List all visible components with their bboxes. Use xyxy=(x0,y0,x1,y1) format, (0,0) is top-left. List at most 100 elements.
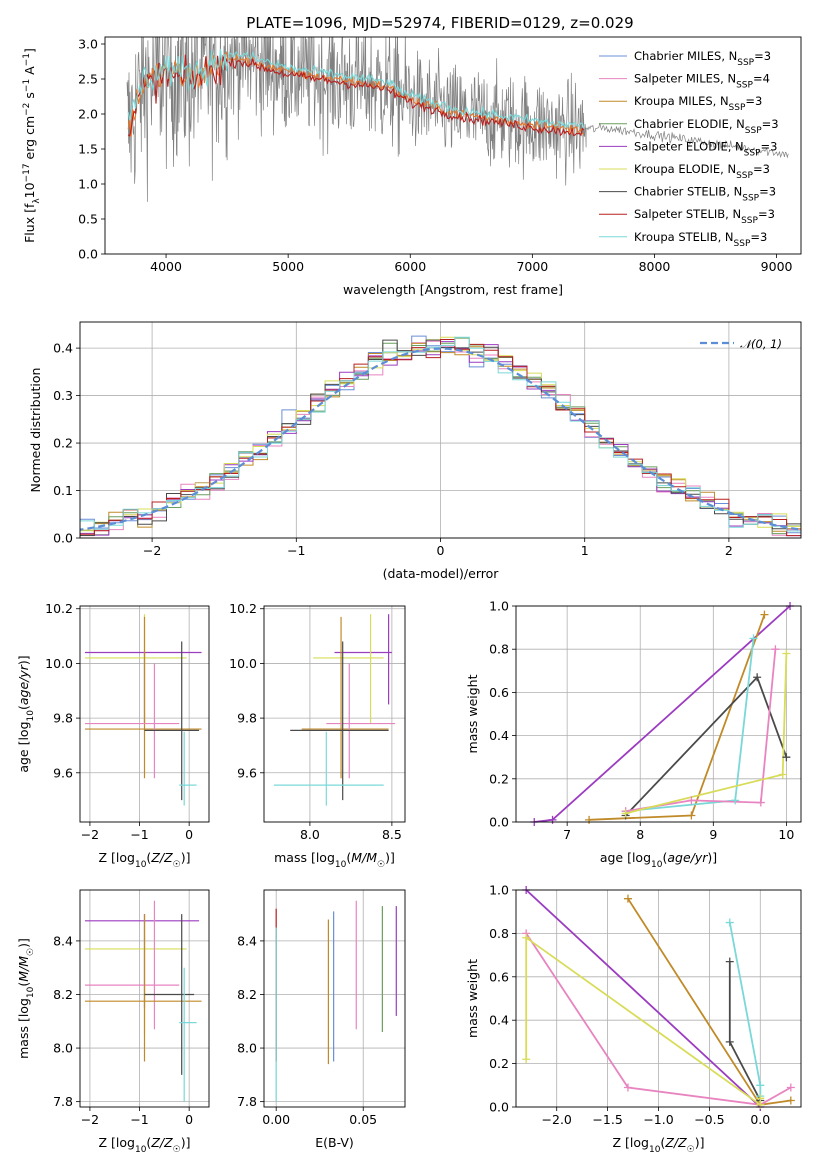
y-tick-label: 0.2 xyxy=(53,436,73,451)
axes-frame xyxy=(515,605,802,823)
weight-marker xyxy=(731,796,740,805)
weight-line xyxy=(525,932,792,1106)
y-tick-label: 8.0 xyxy=(53,1041,73,1056)
y-tick-label: 0.4 xyxy=(489,1013,509,1028)
legend-label: Salpeter MILES, NSSP=4 xyxy=(634,72,770,91)
weight-marker xyxy=(786,1083,795,1092)
y-tick-label: 2.0 xyxy=(78,107,98,122)
axes-frame xyxy=(515,889,802,1108)
x-tick-label: 10 xyxy=(778,827,794,842)
x-axis-label: wavelength [Angstrom, rest frame] xyxy=(343,282,563,297)
axes-frame xyxy=(79,321,802,539)
x-tick-label: 0.0 xyxy=(750,1112,770,1127)
x-axis-label: (data-model)/error xyxy=(383,566,500,581)
histogram-step xyxy=(80,336,801,536)
weight-marker xyxy=(725,957,734,966)
y-tick-label: 9.6 xyxy=(53,765,73,780)
y-tick-label: 0.6 xyxy=(489,969,509,984)
legend-label: Kroupa ELODIE, NSSP=3 xyxy=(634,162,770,181)
weight-marker xyxy=(778,770,787,779)
x-tick-label: 7000 xyxy=(516,259,548,274)
x-tick-label: −1.0 xyxy=(643,1112,673,1127)
model-curve xyxy=(127,48,585,130)
weight-marker xyxy=(725,1037,734,1046)
y-tick-label: 8.0 xyxy=(237,1041,257,1056)
axes-frame xyxy=(79,889,210,1108)
y-tick-label: 0.3 xyxy=(53,388,73,403)
weight-marker xyxy=(725,918,734,927)
legend-label: Kroupa STELIB, NSSP=3 xyxy=(634,230,767,249)
weight-marker xyxy=(782,649,791,658)
panel-mass_vs_Z: −2 −1 0 7.8 8.0 8.2 8.4 Z [log10(Z/Z☉)] mass [lo… xyxy=(16,889,210,1155)
y-tick-label: 10.2 xyxy=(45,601,73,616)
x-tick-label: −1.5 xyxy=(592,1112,622,1127)
panel-age_vs_mass: 8.0 8.5 9.6 9.8 10.0 10.2 mass [log10(M/M☉)] xyxy=(229,601,406,870)
weight-line xyxy=(625,638,755,813)
y-tick-label: 7.8 xyxy=(53,1094,73,1109)
x-tick-label: 0 xyxy=(185,1112,193,1127)
weight-marker xyxy=(786,1096,795,1105)
weight-marker xyxy=(771,645,780,654)
x-tick-label: 8.0 xyxy=(300,827,320,842)
x-tick-label: 0.00 xyxy=(262,1112,290,1127)
legend: Chabrier MILES, NSSP=3 Salpeter MILES, NS… xyxy=(599,49,779,249)
x-tick-label: 1 xyxy=(581,543,589,558)
y-tick-label: 8.2 xyxy=(53,987,73,1002)
legend-label: Chabrier MILES, NSSP=3 xyxy=(634,49,771,68)
y-tick-label: 2.5 xyxy=(78,72,98,87)
weight-line xyxy=(625,649,777,813)
x-tick-label: −1 xyxy=(130,827,148,842)
x-tick-label: 4000 xyxy=(150,259,182,274)
y-tick-label: 3.0 xyxy=(78,37,98,52)
y-tick-label: 0.6 xyxy=(489,685,509,700)
x-tick-label: −1 xyxy=(287,543,305,558)
y-tick-label: 1.5 xyxy=(78,142,98,157)
axes-frame xyxy=(263,889,406,1108)
x-tick-label: 5000 xyxy=(272,259,304,274)
plot-area xyxy=(273,614,396,806)
x-tick-label: 0 xyxy=(437,543,445,558)
x-tick-label: 2 xyxy=(725,543,733,558)
y-tick-label: 0.2 xyxy=(489,771,509,786)
x-axis-label: Z [log10(Z/Z☉)] xyxy=(99,1135,191,1155)
weight-line xyxy=(589,614,766,821)
x-tick-label: 8.5 xyxy=(382,827,402,842)
y-axis-label: mass [log10(M/M☉)] xyxy=(16,938,36,1059)
plot-area xyxy=(126,37,789,202)
y-tick-label: 0.2 xyxy=(489,1056,509,1071)
y-tick-label: 0.0 xyxy=(78,247,98,262)
y-tick-label: 0.0 xyxy=(489,1100,509,1115)
weight-marker xyxy=(753,673,762,682)
x-axis-label: Z [log10(Z/Z☉)] xyxy=(99,850,191,870)
x-tick-label: −0.5 xyxy=(694,1112,724,1127)
y-tick-label: 8.4 xyxy=(237,933,257,948)
x-tick-label: −2 xyxy=(81,827,99,842)
x-tick-label: 8000 xyxy=(639,259,671,274)
weight-marker xyxy=(522,933,531,942)
weight-marker xyxy=(548,815,557,824)
panel-residuals: −2 −1 0 1 2 0.0 0.1 0.2 0.3 0.4 (data-model)/error… xyxy=(28,321,802,581)
weight-marker xyxy=(623,1083,632,1092)
weight-marker xyxy=(756,1081,765,1090)
normal-pdf-curve xyxy=(80,347,801,531)
x-tick-label: −2 xyxy=(143,543,161,558)
axes-frame xyxy=(79,605,210,823)
x-axis-label: Z [log10(Z/Z☉)] xyxy=(613,1135,705,1155)
y-tick-label: 1.0 xyxy=(78,177,98,192)
x-tick-label: 8 xyxy=(636,827,644,842)
panel-mass_weight_vs_age: 7 8 9 10 0.0 0.2 0.4 0.6 0.8 1.0 age [log10(age/yr… xyxy=(465,599,802,870)
y-tick-label: 10.0 xyxy=(45,656,73,671)
plot-area xyxy=(84,614,202,806)
weight-marker xyxy=(756,798,765,807)
y-tick-label: 10.2 xyxy=(229,601,257,616)
weight-line xyxy=(525,890,761,1107)
x-tick-label: 9 xyxy=(709,827,717,842)
x-tick-label: −2.0 xyxy=(542,1112,572,1127)
x-axis-label: mass [log10(M/M☉)] xyxy=(274,850,395,870)
y-tick-label: 0.0 xyxy=(53,531,73,546)
x-axis-label: age [log10(age/yr)] xyxy=(600,850,717,870)
y-tick-label: 8.4 xyxy=(53,933,73,948)
y-axis-label: Flux [fλ10−17 erg cm−2 s−1 A−1] xyxy=(22,48,42,243)
y-tick-label: 1.0 xyxy=(489,599,509,614)
axes-frame xyxy=(263,605,406,823)
